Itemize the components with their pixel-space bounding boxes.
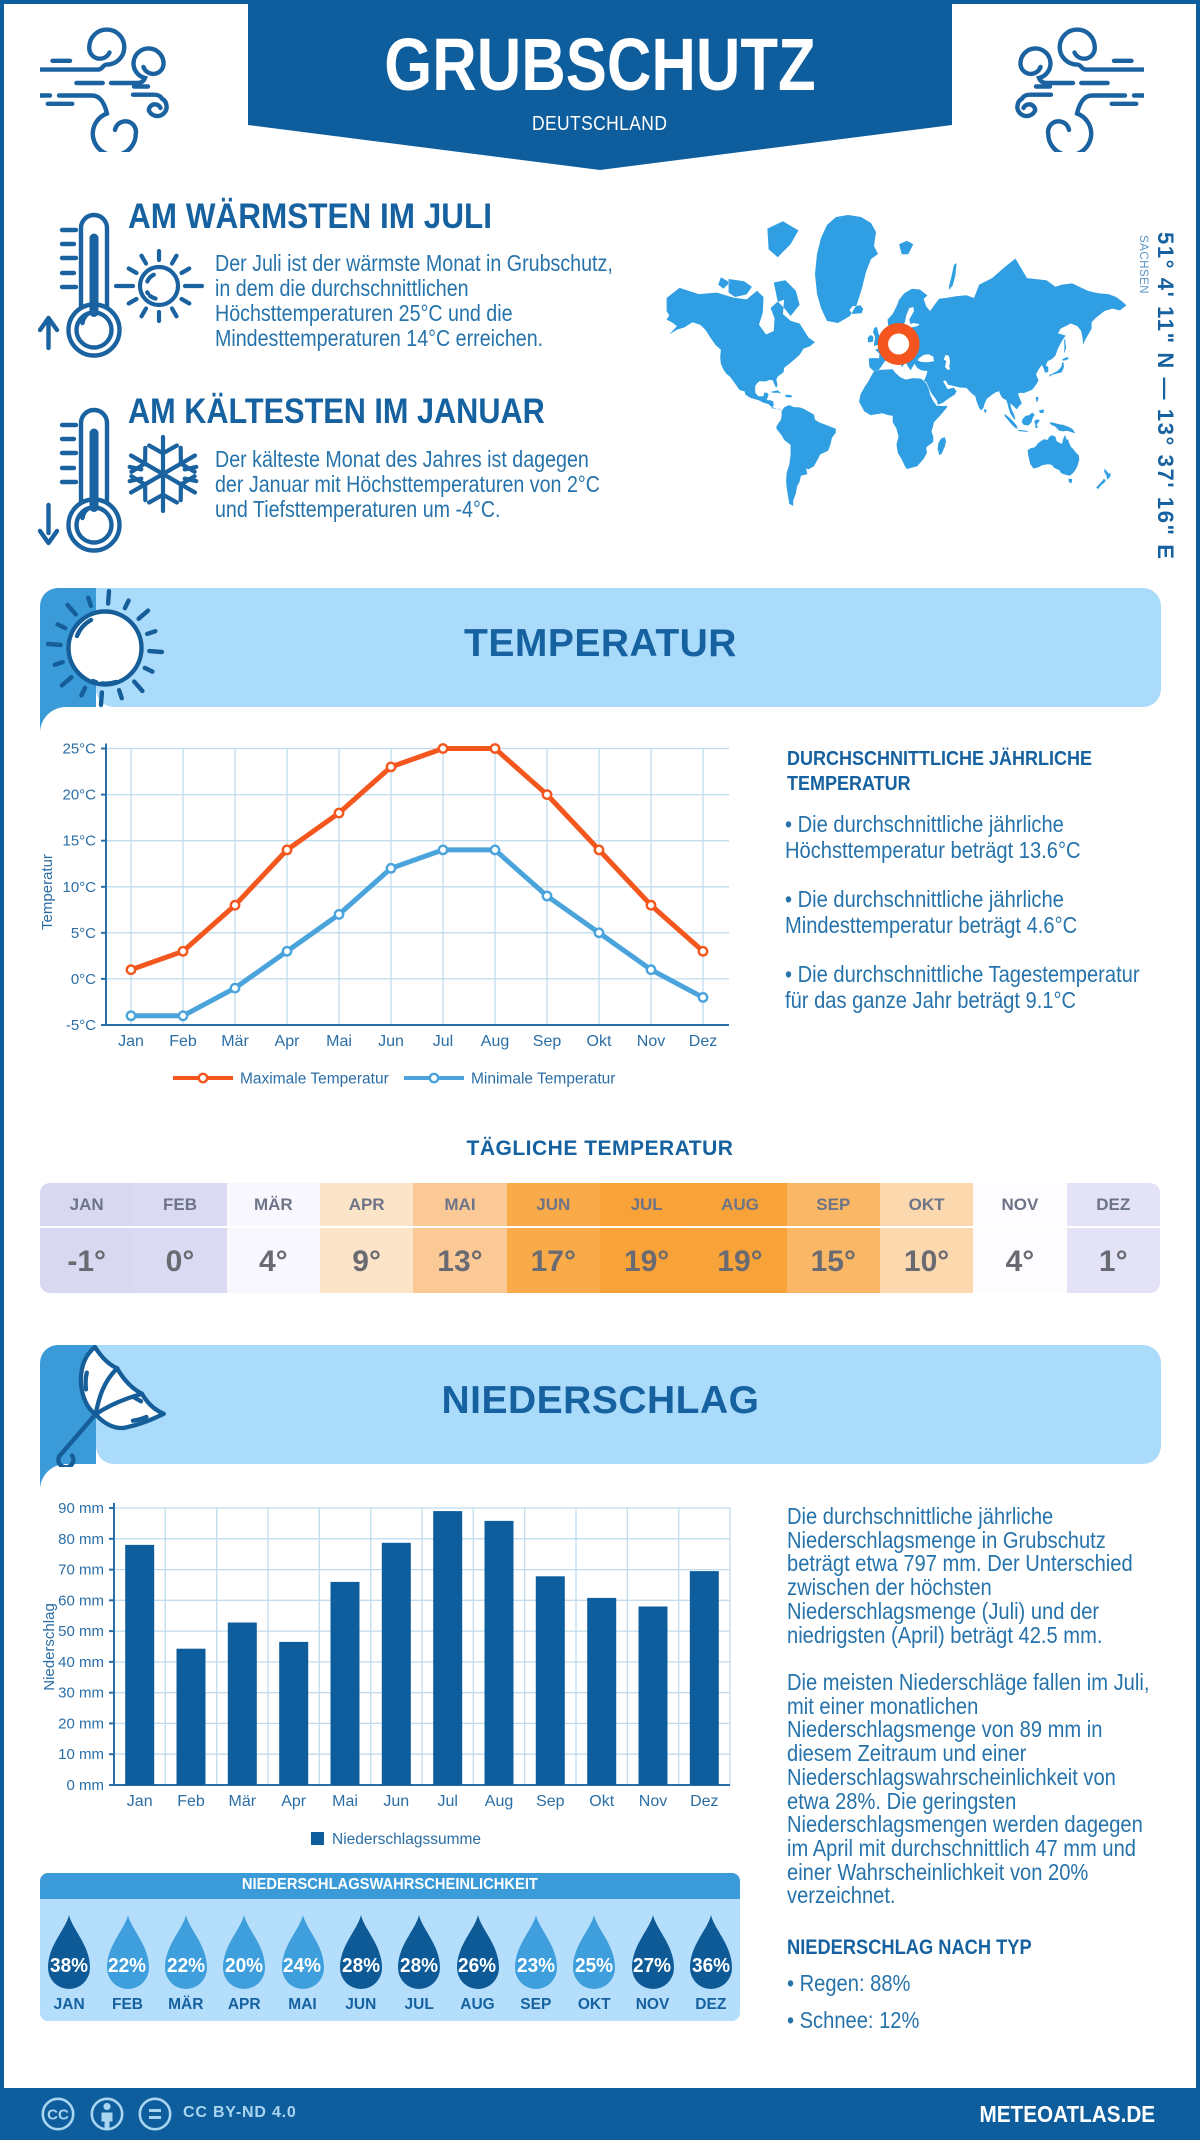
svg-text:Feb: Feb: [177, 1793, 205, 1810]
svg-text:Nov: Nov: [639, 1793, 667, 1810]
svg-text:Temperatur: Temperatur: [40, 854, 56, 930]
svg-text:Niederschlag: Niederschlag: [41, 1603, 58, 1691]
svg-text:20 mm: 20 mm: [58, 1715, 104, 1732]
svg-text:Sep: Sep: [536, 1793, 565, 1810]
svg-text:90 mm: 90 mm: [58, 1500, 104, 1517]
svg-text:25°C: 25°C: [62, 741, 96, 758]
svg-text:Nov: Nov: [637, 1033, 665, 1050]
svg-text:Dez: Dez: [690, 1793, 718, 1810]
svg-text:0°C: 0°C: [71, 971, 96, 988]
svg-text:Jun: Jun: [383, 1793, 409, 1810]
svg-text:CC: CC: [47, 2107, 69, 2124]
svg-text:Aug: Aug: [481, 1033, 509, 1050]
svg-text:20°C: 20°C: [62, 787, 96, 804]
svg-text:Jun: Jun: [378, 1033, 404, 1050]
svg-text:Jan: Jan: [118, 1033, 144, 1050]
svg-text:Mai: Mai: [332, 1793, 358, 1810]
svg-text:5°C: 5°C: [71, 925, 96, 942]
svg-text:Minimale Temperatur: Minimale Temperatur: [471, 1071, 615, 1088]
svg-text:Okt: Okt: [589, 1793, 614, 1810]
svg-text:0 mm: 0 mm: [67, 1777, 105, 1794]
svg-text:Mär: Mär: [221, 1033, 249, 1050]
svg-text:Niederschlagssumme: Niederschlagssumme: [332, 1831, 481, 1848]
svg-text:40 mm: 40 mm: [58, 1654, 104, 1671]
svg-text:80 mm: 80 mm: [58, 1531, 104, 1548]
svg-text:Sep: Sep: [533, 1033, 562, 1050]
svg-text:-5°C: -5°C: [66, 1017, 96, 1034]
svg-text:60 mm: 60 mm: [58, 1592, 104, 1609]
svg-text:15°C: 15°C: [62, 833, 96, 850]
svg-text:10 mm: 10 mm: [58, 1746, 104, 1763]
svg-text:Okt: Okt: [587, 1033, 612, 1050]
svg-text:Jul: Jul: [433, 1033, 453, 1050]
svg-text:Feb: Feb: [169, 1033, 197, 1050]
svg-text:Mär: Mär: [229, 1793, 257, 1810]
svg-text:Apr: Apr: [281, 1793, 307, 1810]
svg-text:10°C: 10°C: [62, 879, 96, 896]
svg-text:Jan: Jan: [127, 1793, 153, 1810]
svg-text:Apr: Apr: [275, 1033, 301, 1050]
svg-text:Dez: Dez: [689, 1033, 717, 1050]
svg-text:50 mm: 50 mm: [58, 1623, 104, 1640]
svg-text:Jul: Jul: [437, 1793, 457, 1810]
svg-text:70 mm: 70 mm: [58, 1562, 104, 1579]
svg-text:Mai: Mai: [326, 1033, 352, 1050]
svg-text:Aug: Aug: [485, 1793, 513, 1810]
svg-text:Maximale Temperatur: Maximale Temperatur: [240, 1071, 389, 1088]
svg-text:30 mm: 30 mm: [58, 1685, 104, 1702]
